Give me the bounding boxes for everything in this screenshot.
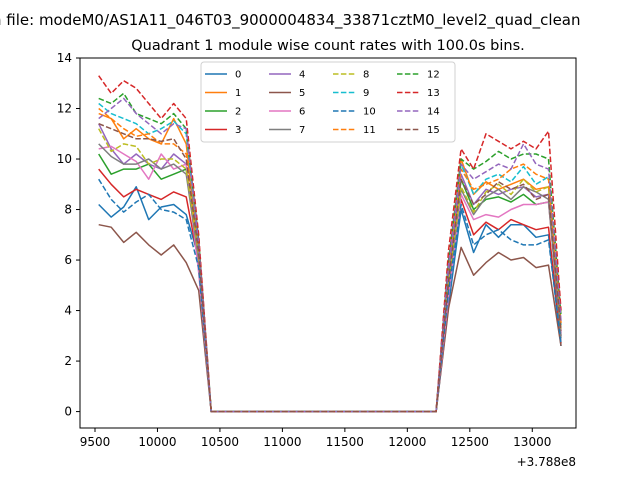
- plot-frame: [79, 57, 577, 429]
- legend-label-11: 11: [363, 125, 376, 136]
- series-layer: [98, 75, 562, 413]
- legend-label-5: 5: [299, 88, 305, 99]
- series-line-6: [98, 145, 562, 413]
- x-offset-label: +3.788e8: [517, 455, 576, 469]
- legend-box: [200, 61, 456, 143]
- series-line-7: [98, 143, 562, 413]
- y-tick-label: 0: [64, 405, 72, 419]
- figure-suptitle: n file: modeM0/AS1A11_046T03_9000004834_…: [0, 11, 581, 30]
- x-tick-label: 11500: [326, 435, 364, 449]
- series-line-15: [98, 123, 562, 413]
- x-tick-label: 12000: [388, 435, 426, 449]
- legend-label-8: 8: [363, 70, 369, 81]
- legend-label-7: 7: [299, 125, 305, 136]
- series-line-11: [98, 107, 562, 413]
- x-tick-label: 10000: [138, 435, 176, 449]
- legend-label-0: 0: [235, 70, 241, 81]
- legend-label-1: 1: [235, 88, 241, 99]
- legend-label-14: 14: [427, 107, 440, 118]
- series-line-0: [98, 186, 562, 413]
- legend-label-2: 2: [235, 107, 241, 118]
- series-line-14: [98, 97, 562, 413]
- legend-label-15: 15: [427, 125, 440, 136]
- legend-label-13: 13: [427, 88, 440, 99]
- y-tick-label: 2: [64, 354, 72, 368]
- legend-label-3: 3: [235, 125, 241, 136]
- y-tick-label: 14: [57, 51, 72, 65]
- x-tick-label: 11000: [263, 435, 301, 449]
- x-tick-label: 12500: [451, 435, 489, 449]
- x-tick-label: 10500: [201, 435, 239, 449]
- x-tick-label: 9500: [80, 435, 111, 449]
- legend-label-12: 12: [427, 70, 440, 81]
- series-line-8: [98, 128, 562, 413]
- y-tick-label: 6: [64, 253, 72, 267]
- y-tick-label: 10: [57, 152, 72, 166]
- axes-layer: 9500 10000 10500 11000 11500 12000 12500 13000 0…: [57, 51, 552, 449]
- legend-label-10: 10: [363, 107, 376, 118]
- chart-title: Quadrant 1 module wise count rates with …: [131, 38, 525, 54]
- legend-label-4: 4: [299, 70, 305, 81]
- x-tick-label: 13000: [513, 435, 551, 449]
- y-tick-label: 4: [64, 304, 72, 318]
- series-line-5: [98, 223, 562, 413]
- legend-label-9: 9: [363, 88, 369, 99]
- legend-label-6: 6: [299, 107, 305, 118]
- series-line-10: [98, 178, 562, 413]
- y-tick-label: 12: [57, 102, 72, 116]
- y-tick-label: 8: [64, 203, 72, 217]
